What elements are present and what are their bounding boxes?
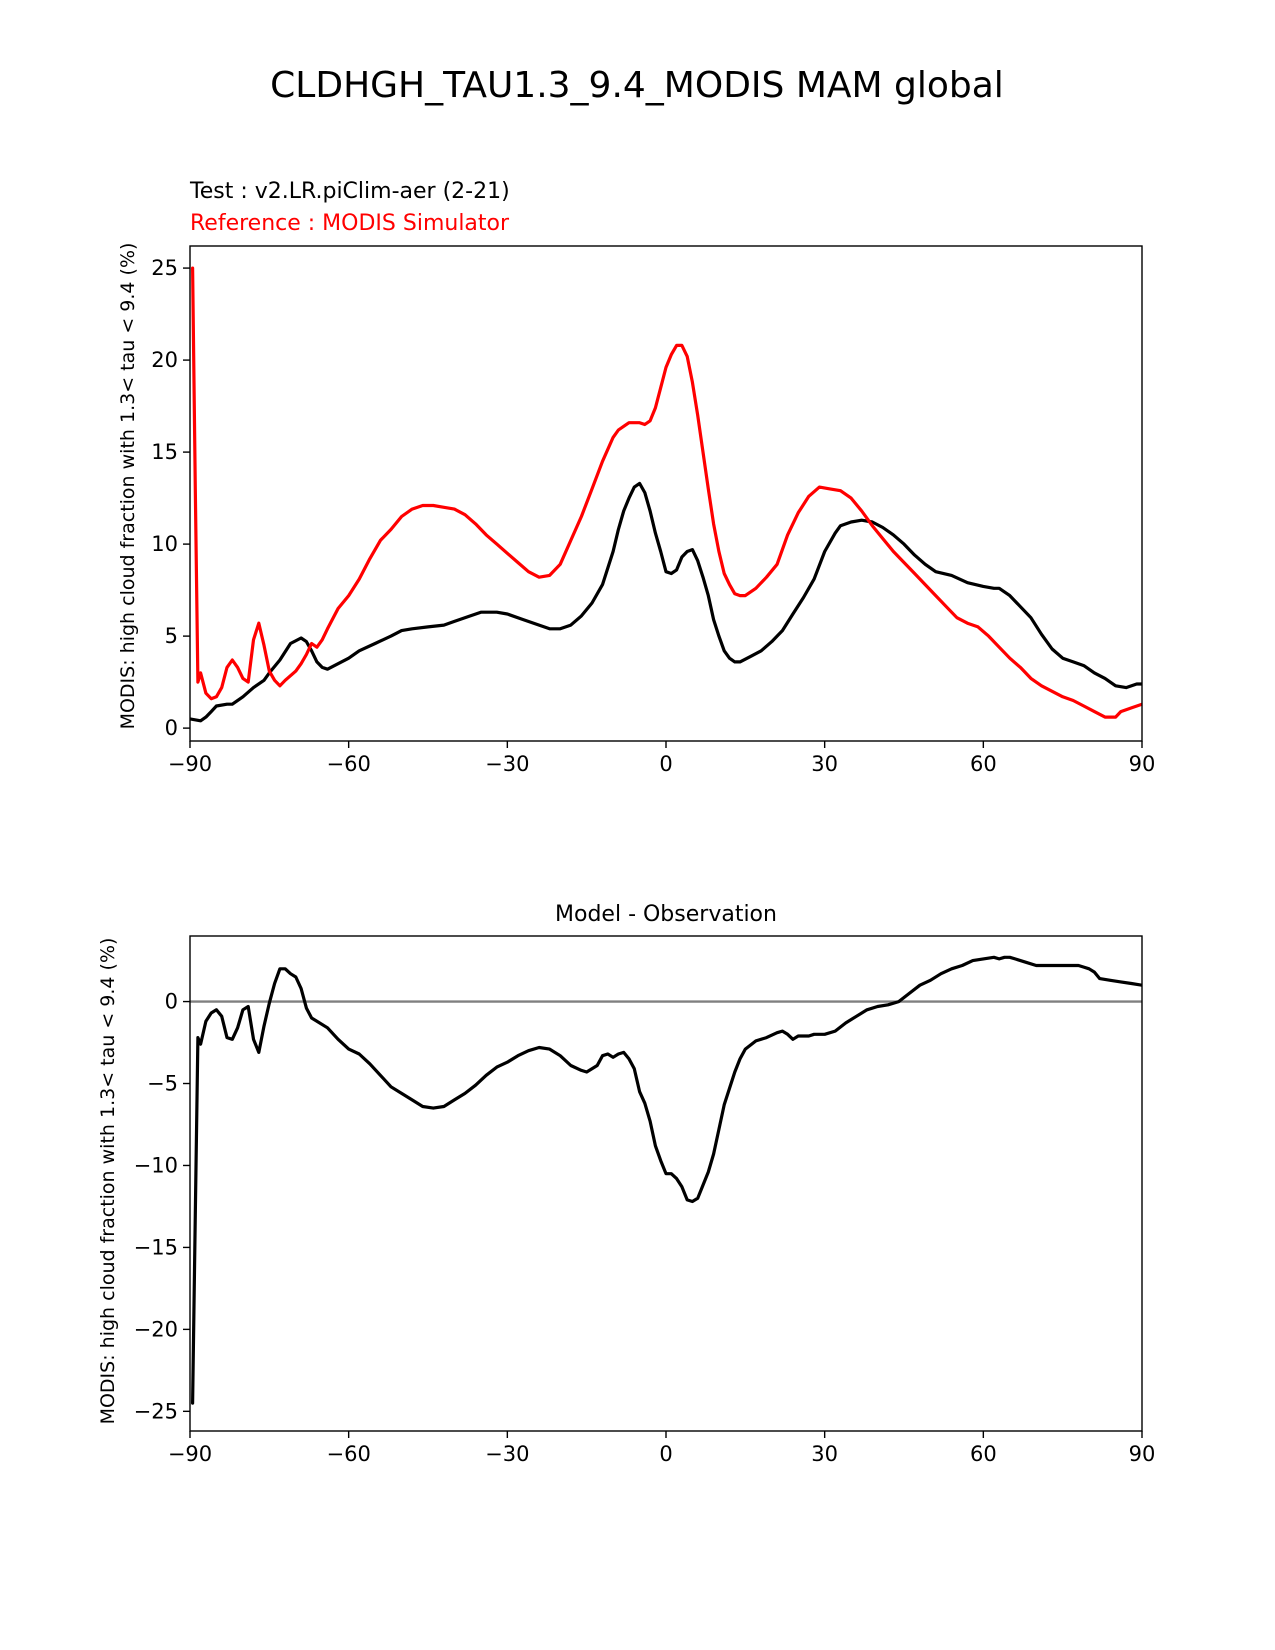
top-x-tick-label: −60 (327, 752, 371, 776)
bottom-x-tick-label: −30 (485, 1442, 529, 1466)
bottom-plot-frame (189, 935, 1143, 1432)
bottom-y-tick-label: −15 (134, 1235, 178, 1259)
top-x-tick-label: −90 (168, 752, 212, 776)
top-y-tick-label: 5 (165, 624, 178, 648)
top-y-tick-label: 0 (165, 716, 178, 740)
top-x-tick-label: 30 (811, 752, 838, 776)
top-x-tick-label: 0 (659, 752, 672, 776)
bottom-series-line-0 (191, 955, 1142, 1405)
bottom-y-tick-label: −25 (134, 1399, 178, 1423)
top-x-tick-label: 90 (1129, 752, 1156, 776)
bottom-panel-title: Model - Observation (555, 902, 777, 927)
reference-label: Reference : MODIS Simulator (190, 211, 510, 236)
bottom-y-tick-label: −10 (134, 1153, 178, 1177)
top-x-tick-label: 60 (970, 752, 997, 776)
top-series-line-1 (191, 266, 1142, 719)
bottom-x-tick-label: 90 (1129, 1442, 1156, 1466)
bottom-y-tick-label: −20 (134, 1317, 178, 1341)
top-plot-frame (189, 245, 1143, 742)
top-y-tick-label: 20 (151, 348, 178, 372)
top-y-tick-label: 15 (151, 440, 178, 464)
bottom-y-tick-label: 0 (165, 990, 178, 1014)
bottom-x-tick-label: 0 (659, 1442, 672, 1466)
bottom-x-tick-label: 30 (811, 1442, 838, 1466)
top-panel: Test : v2.LR.piClim-aer (2-21) Reference… (117, 179, 1155, 776)
top-y-axis-label: MODIS: high cloud fraction with 1.3< tau… (117, 243, 139, 730)
test-label: Test : v2.LR.piClim-aer (2-21) (189, 179, 510, 204)
bottom-x-tick-label: 60 (970, 1442, 997, 1466)
figure-title: CLDHGH_TAU1.3_9.4_MODIS MAM global (270, 65, 1004, 106)
top-y-tick-label: 25 (151, 256, 178, 280)
bottom-y-tick-label: −5 (147, 1072, 178, 1096)
bottom-x-tick-label: −90 (168, 1442, 212, 1466)
bottom-y-axis-label: MODIS: high cloud fraction with 1.3< tau… (97, 938, 119, 1425)
top-y-tick-label: 10 (151, 532, 178, 556)
bottom-x-tick-label: −60 (327, 1442, 371, 1466)
top-series-line-0 (190, 481, 1142, 723)
top-x-tick-label: −30 (485, 752, 529, 776)
bottom-panel: Model - Observation MODIS: high cloud fr… (97, 902, 1155, 1466)
